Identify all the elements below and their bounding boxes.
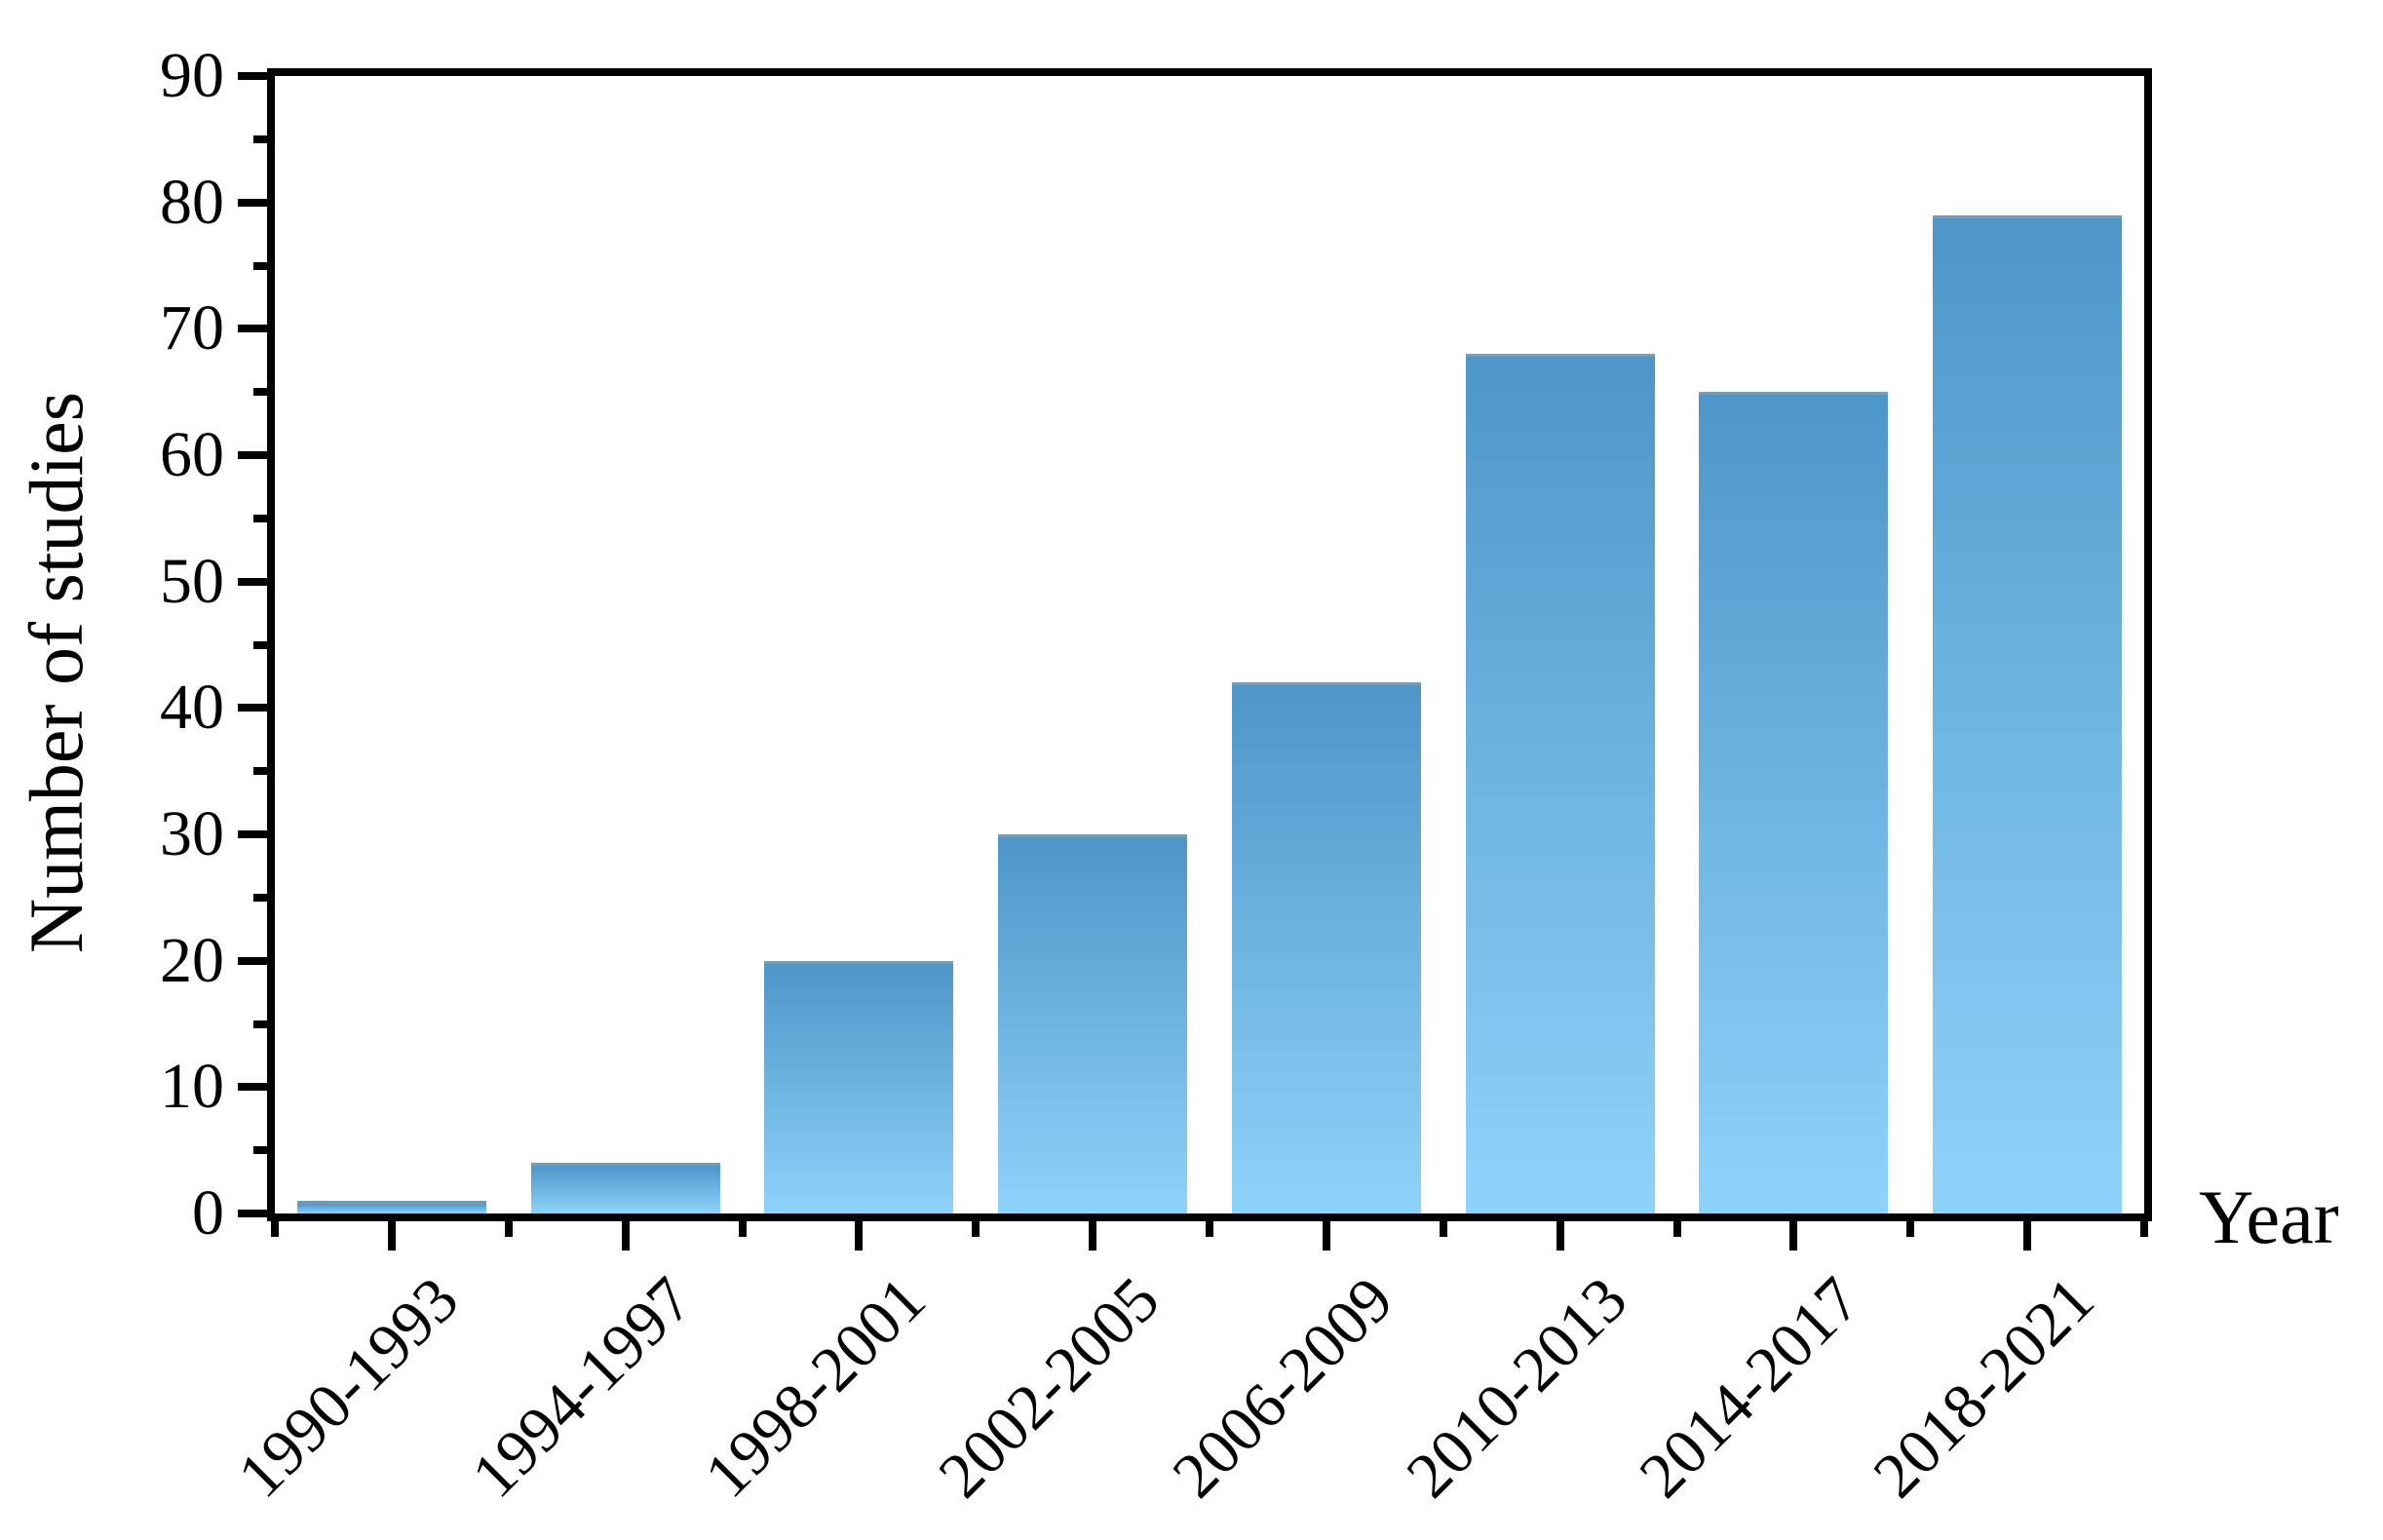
y-major-tick-30 bbox=[238, 830, 267, 838]
x-tick-label-1998-2001: 1998-2001 bbox=[691, 1263, 940, 1512]
y-minor-tick-85 bbox=[253, 135, 267, 143]
y-major-tick-90 bbox=[238, 72, 267, 80]
y-tick-label-70: 70 bbox=[160, 292, 224, 365]
y-tick-label-50: 50 bbox=[160, 545, 224, 617]
y-minor-tick-5 bbox=[253, 1146, 267, 1155]
y-tick-label-20: 20 bbox=[160, 924, 224, 996]
y-minor-tick-65 bbox=[253, 388, 267, 397]
bar-2014-2017 bbox=[1699, 392, 1889, 1213]
x-minor-tick-3 bbox=[972, 1221, 980, 1237]
y-major-tick-20 bbox=[238, 956, 267, 965]
x-minor-tick-0 bbox=[271, 1221, 279, 1237]
x-major-tick-1990-1993 bbox=[387, 1221, 396, 1251]
y-minor-tick-35 bbox=[253, 767, 267, 776]
bar-2010-2013 bbox=[1465, 354, 1655, 1213]
x-major-tick-1998-2001 bbox=[855, 1221, 864, 1251]
y-major-tick-0 bbox=[238, 1210, 267, 1217]
y-tick-label-30: 30 bbox=[160, 798, 224, 869]
y-tick-label-10: 10 bbox=[160, 1051, 224, 1123]
x-minor-tick-6 bbox=[1672, 1221, 1681, 1237]
y-minor-tick-45 bbox=[253, 640, 267, 649]
y-tick-label-90: 90 bbox=[160, 40, 224, 111]
y-minor-tick-15 bbox=[253, 1020, 267, 1028]
x-minor-tick-2 bbox=[738, 1221, 747, 1237]
x-major-tick-2018-2021 bbox=[2023, 1221, 2032, 1251]
y-major-tick-60 bbox=[238, 451, 267, 459]
bar-1998-2001 bbox=[764, 961, 954, 1213]
y-major-tick-80 bbox=[238, 198, 267, 207]
y-major-tick-50 bbox=[238, 577, 267, 586]
x-major-tick-1994-1997 bbox=[621, 1221, 630, 1251]
x-minor-tick-1 bbox=[504, 1221, 513, 1237]
y-minor-tick-25 bbox=[253, 893, 267, 902]
x-minor-tick-7 bbox=[1906, 1221, 1915, 1237]
y-axis-title: Number of studies bbox=[14, 391, 98, 954]
y-tick-label-0: 0 bbox=[192, 1177, 224, 1249]
x-axis-title: Year bbox=[2199, 1174, 2339, 1259]
x-minor-tick-5 bbox=[1439, 1221, 1447, 1237]
y-tick-label-80: 80 bbox=[160, 166, 224, 238]
x-tick-label-2010-2013: 2010-2013 bbox=[1393, 1263, 1640, 1512]
x-minor-tick-4 bbox=[1206, 1221, 1213, 1237]
y-major-tick-40 bbox=[238, 704, 267, 712]
y-minor-tick-75 bbox=[253, 261, 267, 270]
x-tick-label-2006-2009: 2006-2009 bbox=[1159, 1263, 1407, 1512]
x-tick-label-1990-1993: 1990-1993 bbox=[224, 1263, 473, 1512]
y-tick-label-60: 60 bbox=[160, 419, 224, 490]
x-major-tick-2010-2013 bbox=[1556, 1221, 1564, 1251]
x-major-tick-2014-2017 bbox=[1789, 1221, 1798, 1251]
x-tick-label-1994-1997: 1994-1997 bbox=[458, 1263, 706, 1512]
x-tick-label-2014-2017: 2014-2017 bbox=[1626, 1263, 1874, 1512]
x-tick-label-2002-2005: 2002-2005 bbox=[925, 1263, 1173, 1512]
plot-frame bbox=[267, 68, 2152, 1221]
bar-1990-1993 bbox=[296, 1201, 486, 1213]
bar-2006-2009 bbox=[1231, 682, 1421, 1213]
bar-2002-2005 bbox=[998, 834, 1188, 1213]
x-major-tick-2002-2005 bbox=[1089, 1221, 1097, 1251]
bar-1994-1997 bbox=[530, 1163, 720, 1213]
y-tick-label-40: 40 bbox=[160, 672, 224, 744]
y-major-tick-10 bbox=[238, 1083, 267, 1092]
y-minor-tick-55 bbox=[253, 514, 267, 522]
y-major-tick-70 bbox=[238, 325, 267, 333]
x-tick-label-2018-2021: 2018-2021 bbox=[1860, 1263, 2108, 1512]
x-minor-tick-8 bbox=[2140, 1221, 2148, 1237]
x-major-tick-2006-2009 bbox=[1322, 1221, 1330, 1251]
bar-2018-2021 bbox=[1933, 215, 2123, 1213]
